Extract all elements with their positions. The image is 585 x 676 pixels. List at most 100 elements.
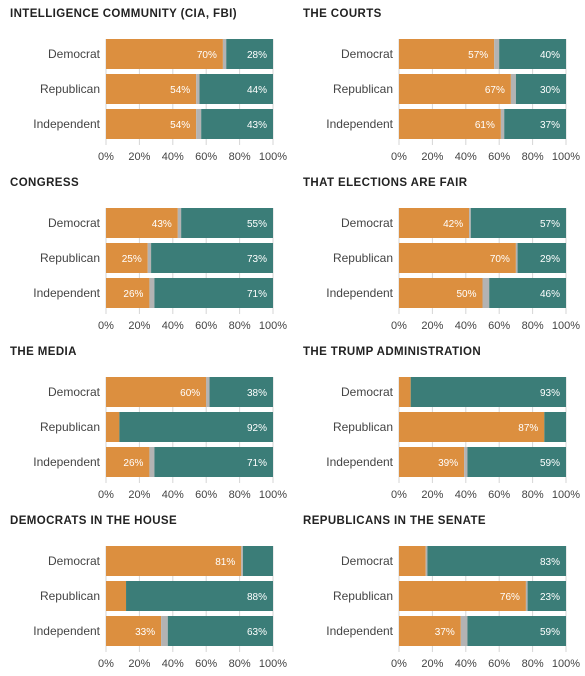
data-label: 59% (540, 627, 560, 638)
bar-independent-series-1 (106, 278, 150, 308)
x-tick-label: 60% (488, 320, 510, 332)
x-tick-label: 0% (391, 489, 407, 501)
x-tick-label: 40% (162, 320, 184, 332)
bar-republican-series-1 (399, 412, 545, 442)
data-label: 33% (135, 627, 155, 638)
bar-independent-series-2 (467, 616, 566, 646)
x-tick-label: 20% (128, 320, 150, 332)
x-tick-label: 40% (455, 320, 477, 332)
x-tick-label: 40% (162, 151, 184, 163)
x-tick-label: 100% (259, 320, 287, 332)
bar-republican-remainder (147, 243, 152, 273)
bar-republican-series-1 (399, 581, 526, 611)
category-label: Democrat (341, 554, 394, 568)
bar-independent-series-1 (399, 447, 465, 477)
x-tick-label: 40% (455, 151, 477, 163)
chart-panel-5: THE MEDIA 0% 20% 40% 60% 80% 100% Democrat 60% 38… (10, 346, 287, 501)
category-label: Democrat (341, 216, 394, 230)
bar-independent-series-1 (106, 616, 162, 646)
bar-republican-series-1 (399, 243, 516, 273)
data-label: 67% (485, 85, 505, 96)
bar-independent-series-2 (504, 109, 566, 139)
data-label: 71% (247, 458, 267, 469)
data-label: 25% (122, 254, 142, 265)
data-label: 60% (180, 388, 200, 399)
data-label: 81% (215, 557, 235, 568)
bar-independent-remainder (196, 109, 202, 139)
category-label: Independent (326, 286, 393, 300)
chart-title: THE MEDIA (10, 346, 77, 358)
x-tick-label: 100% (552, 320, 580, 332)
bar-republican-series-1 (399, 74, 511, 104)
data-label: 37% (435, 627, 455, 638)
chart-panel-2: THE COURTS 0% 20% 40% 60% 80% 100% Democrat 57% 4… (303, 8, 580, 163)
bar-independent-series-1 (399, 616, 461, 646)
x-tick-label: 80% (229, 320, 251, 332)
bar-democrat-series-1 (399, 208, 470, 238)
data-label: 30% (540, 85, 560, 96)
category-label: Independent (326, 117, 393, 131)
x-tick-label: 80% (522, 320, 544, 332)
bar-democrat-series-2 (410, 377, 566, 407)
bar-democrat-series-2 (242, 546, 273, 576)
category-label: Republican (333, 420, 393, 434)
data-label: 23% (540, 592, 560, 603)
data-label: 76% (500, 592, 520, 603)
chart-panel-1: INTELLIGENCE COMMUNITY (CIA, FBI) 0% 20% 40… (10, 8, 287, 163)
category-label: Independent (33, 624, 100, 638)
bar-independent-remainder (482, 278, 490, 308)
bar-democrat-series-2 (427, 546, 566, 576)
bar-democrat-series-1 (106, 546, 242, 576)
bar-democrat-series-1 (399, 377, 411, 407)
bar-independent-series-1 (106, 447, 150, 477)
x-tick-label: 100% (552, 151, 580, 163)
x-tick-label: 40% (455, 489, 477, 501)
bar-democrat-remainder (494, 39, 500, 69)
data-label: 39% (438, 458, 458, 469)
bar-democrat-series-1 (106, 208, 178, 238)
chart-panel-3: CONGRESS 0% 20% 40% 60% 80% 100% Democrat 43% 55%… (10, 177, 287, 332)
x-tick-label: 20% (421, 151, 443, 163)
bar-independent-remainder (149, 447, 155, 477)
category-label: Republican (333, 251, 393, 265)
data-label: 43% (152, 219, 172, 230)
bar-democrat-series-1 (106, 377, 207, 407)
x-tick-label: 100% (552, 489, 580, 501)
x-tick-label: 80% (229, 658, 251, 670)
data-label: 43% (247, 120, 267, 131)
bar-democrat-series-1 (399, 546, 426, 576)
bar-democrat-remainder (425, 546, 428, 576)
chart-title: THAT ELECTIONS ARE FAIR (303, 177, 468, 189)
chart-title: DEMOCRATS IN THE HOUSE (10, 515, 177, 527)
bar-independent-series-2 (154, 447, 273, 477)
data-label: 55% (247, 219, 267, 230)
category-label: Democrat (48, 385, 101, 399)
x-tick-label: 80% (522, 658, 544, 670)
data-label: 88% (247, 592, 267, 603)
data-label: 70% (490, 254, 510, 265)
bar-democrat-series-2 (181, 208, 273, 238)
data-label: 71% (247, 289, 267, 300)
x-tick-label: 80% (229, 489, 251, 501)
category-label: Democrat (48, 47, 101, 61)
x-tick-label: 80% (229, 151, 251, 163)
bar-republican-series-2 (119, 412, 273, 442)
bar-democrat-series-2 (499, 39, 566, 69)
bar-independent-remainder (161, 616, 168, 646)
category-label: Democrat (48, 216, 101, 230)
data-label: 59% (540, 458, 560, 469)
x-tick-label: 0% (98, 151, 114, 163)
data-label: 54% (170, 120, 190, 131)
category-label: Independent (326, 624, 393, 638)
data-label: 28% (247, 50, 267, 61)
bar-republican-series-1 (106, 412, 120, 442)
chart-title: REPUBLICANS IN THE SENATE (303, 515, 486, 527)
data-label: 42% (443, 219, 463, 230)
bar-democrat-remainder (177, 208, 182, 238)
x-tick-label: 20% (421, 489, 443, 501)
chart-panel-8: REPUBLICANS IN THE SENATE 0% 20% 40% 60% 80% 1… (303, 515, 580, 670)
category-label: Republican (40, 589, 100, 603)
x-tick-label: 20% (128, 658, 150, 670)
x-tick-label: 80% (522, 151, 544, 163)
